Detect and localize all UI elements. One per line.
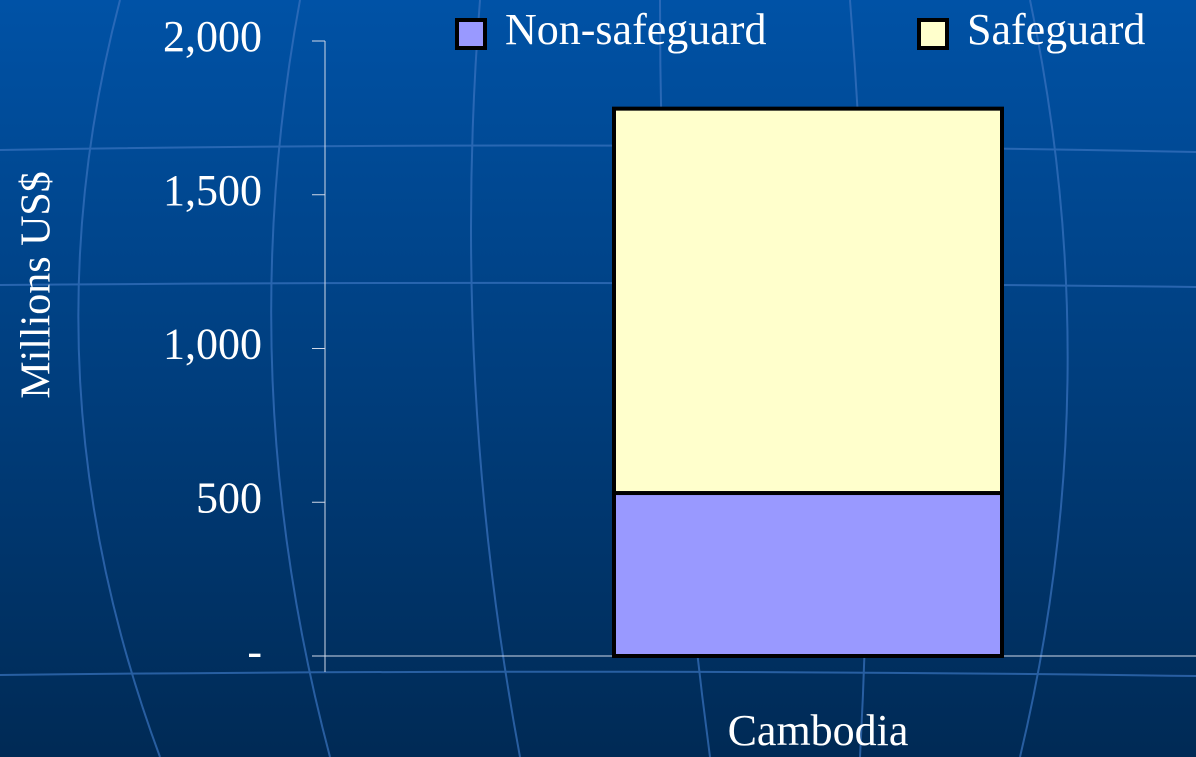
- legend-label: Non-safeguard: [505, 5, 766, 54]
- y-tick-label: -: [247, 627, 262, 676]
- legend-label: Safeguard: [967, 5, 1145, 54]
- y-axis-label: Millions US$: [14, 171, 60, 399]
- y-tick-label: 2,000: [163, 12, 262, 61]
- legend-swatch: [455, 18, 487, 50]
- bar-segment: [612, 106, 1004, 496]
- y-tick-label: 1,500: [163, 166, 262, 215]
- x-tick-label: Cambodia: [728, 706, 909, 755]
- y-tick-label: 1,000: [163, 320, 262, 369]
- legend-swatch: [917, 18, 949, 50]
- y-tick-label: 500: [196, 473, 262, 522]
- bar-segment: [612, 491, 1004, 658]
